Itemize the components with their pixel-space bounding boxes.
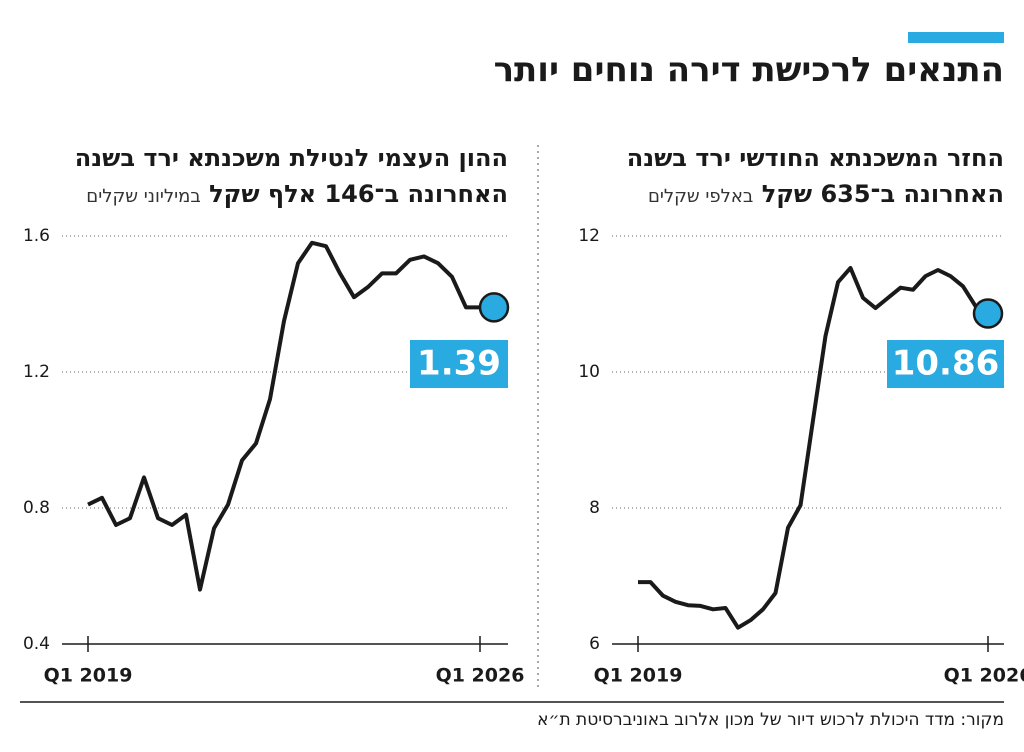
y-tick-label: 1.2 xyxy=(23,362,50,382)
end-dot xyxy=(478,292,510,323)
title-line: האחרונה ב־635 שקל xyxy=(761,180,1004,208)
y-tick-label: 0.8 xyxy=(23,498,50,518)
y-tick-label: 6 xyxy=(589,634,600,654)
accent-bar xyxy=(908,32,1004,43)
x-tick-label: Q1 2019 xyxy=(44,665,133,687)
title-line: החזר המשכנתא החודשי ירד בשנה xyxy=(626,144,1004,172)
panel-title: ההון העצמי לנטילת משכנתא ירד בשנה האחרונ… xyxy=(75,140,508,215)
title-line: האחרונה ב־635 שקל באלפי שקלים xyxy=(627,176,1004,215)
y-tick-label: 0.4 xyxy=(23,634,50,654)
y-tick-label: 8 xyxy=(589,498,600,518)
unit: באלפי שקלים xyxy=(647,186,754,207)
main-title: התנאים לרכישת דירה נוחים יותר xyxy=(493,50,1004,90)
x-tick-label: Q1 2026 xyxy=(944,665,1024,687)
panel-title: החזר המשכנתא החודשי ירד בשנה האחרונה ב־6… xyxy=(627,140,1004,215)
line xyxy=(638,265,990,630)
value-label: 10.86 xyxy=(892,344,1000,384)
end-dot xyxy=(972,298,1004,329)
value-box xyxy=(410,340,508,388)
line xyxy=(87,240,494,592)
y-tick-label: 10 xyxy=(578,362,600,382)
x-tick-label: Q1 2019 xyxy=(594,665,683,687)
x-tick-label: Q1 2026 xyxy=(436,665,525,687)
title-line: האחרונה ב־146 אלף שקל xyxy=(209,180,508,208)
y-tick-label: 1.6 xyxy=(23,226,50,246)
value-label: 1.39 xyxy=(417,344,501,384)
y-tick-label: 12 xyxy=(578,226,600,246)
unit: במיליוני שקלים xyxy=(86,186,201,207)
source: מקור: מדד היכולת לרכוש דיור של מכון אלרו… xyxy=(537,710,1004,730)
title-line: האחרונה ב־146 אלף שקל במיליוני שקלים xyxy=(75,176,508,215)
title-line: ההון העצמי לנטילת משכנתא ירד בשנה xyxy=(74,144,508,172)
value-box xyxy=(887,340,1004,388)
